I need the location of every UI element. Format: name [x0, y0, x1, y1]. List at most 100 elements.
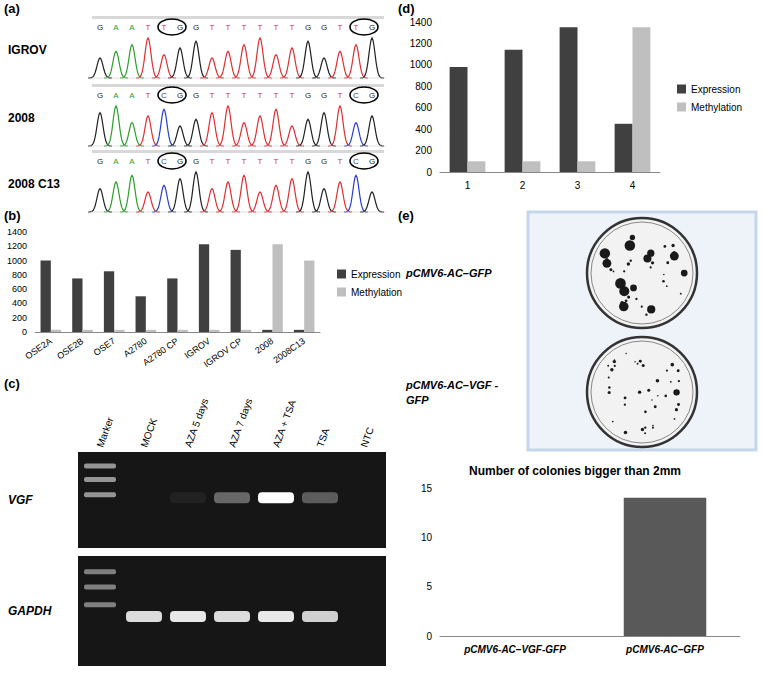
- svg-text:800: 800: [12, 270, 27, 280]
- svg-text:T: T: [242, 157, 247, 166]
- svg-text:0: 0: [426, 631, 432, 642]
- svg-text:AZA 5 days: AZA 5 days: [183, 397, 211, 449]
- svg-text:200: 200: [415, 145, 432, 156]
- svg-text:2: 2: [520, 180, 526, 191]
- svg-text:pCMV6-AC–VGF-GFP: pCMV6-AC–VGF-GFP: [463, 644, 566, 655]
- svg-text:IGROV: IGROV: [8, 43, 47, 57]
- svg-text:3: 3: [575, 180, 581, 191]
- svg-text:T: T: [338, 157, 343, 166]
- svg-text:A: A: [129, 91, 135, 100]
- svg-text:Expression: Expression: [351, 269, 400, 280]
- svg-text:T: T: [146, 91, 151, 100]
- svg-text:(e): (e): [398, 208, 414, 223]
- svg-text:VGF: VGF: [8, 493, 33, 507]
- svg-text:T: T: [162, 23, 167, 32]
- svg-text:A: A: [113, 157, 119, 166]
- svg-text:Number of colonies bigger than: Number of colonies bigger than 2mm: [469, 464, 681, 478]
- svg-text:C: C: [161, 157, 167, 166]
- svg-text:A2780 CP: A2780 CP: [141, 336, 180, 368]
- svg-text:C: C: [161, 91, 167, 100]
- svg-text:T: T: [226, 91, 231, 100]
- svg-text:pCMV6-AC–GFP: pCMV6-AC–GFP: [405, 267, 492, 279]
- svg-text:A: A: [129, 157, 135, 166]
- svg-text:G: G: [177, 157, 183, 166]
- svg-text:IGROV CP: IGROV CP: [202, 336, 244, 369]
- svg-text:G: G: [177, 23, 183, 32]
- svg-text:T: T: [210, 23, 215, 32]
- svg-text:400: 400: [415, 124, 432, 135]
- svg-text:1000: 1000: [7, 256, 27, 266]
- svg-text:5: 5: [426, 581, 432, 592]
- svg-text:G: G: [193, 157, 199, 166]
- svg-text:NTC: NTC: [359, 426, 376, 449]
- svg-text:2008 C13: 2008 C13: [8, 177, 60, 191]
- svg-text:A: A: [129, 23, 135, 32]
- svg-text:(c): (c): [4, 376, 20, 391]
- svg-text:OSE2B: OSE2B: [55, 336, 85, 361]
- svg-text:200: 200: [12, 313, 27, 323]
- svg-text:T: T: [226, 157, 231, 166]
- svg-text:T: T: [290, 23, 295, 32]
- svg-text:TSA: TSA: [315, 426, 332, 448]
- svg-text:G: G: [97, 91, 103, 100]
- svg-text:Expression: Expression: [691, 84, 740, 95]
- svg-text:G: G: [321, 23, 327, 32]
- svg-text:MOCK: MOCK: [139, 416, 160, 448]
- svg-text:G: G: [369, 91, 375, 100]
- svg-text:T: T: [242, 91, 247, 100]
- svg-text:G: G: [193, 91, 199, 100]
- svg-text:Marker: Marker: [95, 415, 116, 449]
- svg-text:OSE2A: OSE2A: [23, 336, 53, 361]
- svg-text:0: 0: [426, 167, 432, 178]
- svg-text:G: G: [321, 157, 327, 166]
- svg-text:1: 1: [465, 180, 471, 191]
- svg-text:T: T: [258, 157, 263, 166]
- svg-text:T: T: [210, 157, 215, 166]
- svg-text:400: 400: [12, 298, 27, 308]
- svg-text:1400: 1400: [7, 227, 27, 237]
- svg-text:(a): (a): [4, 1, 20, 16]
- svg-text:10: 10: [421, 532, 433, 543]
- svg-text:600: 600: [12, 284, 27, 294]
- svg-text:G: G: [305, 157, 311, 166]
- svg-text:2008C13: 2008C13: [271, 336, 307, 365]
- svg-text:A: A: [113, 91, 119, 100]
- svg-text:GFP: GFP: [406, 394, 429, 406]
- svg-text:2008: 2008: [253, 336, 275, 356]
- svg-text:800: 800: [415, 81, 432, 92]
- svg-text:A2780: A2780: [122, 336, 149, 359]
- svg-text:pCMV6-AC–GFP: pCMV6-AC–GFP: [625, 644, 704, 655]
- svg-text:1200: 1200: [7, 241, 27, 251]
- svg-text:15: 15: [421, 483, 433, 494]
- svg-text:1200: 1200: [410, 38, 433, 49]
- svg-text:1000: 1000: [410, 59, 433, 70]
- svg-text:T: T: [146, 157, 151, 166]
- svg-text:G: G: [305, 23, 311, 32]
- svg-text:OSE7: OSE7: [92, 336, 117, 358]
- svg-text:C: C: [353, 157, 359, 166]
- svg-text:T: T: [290, 91, 295, 100]
- svg-text:T: T: [242, 23, 247, 32]
- svg-text:T: T: [338, 91, 343, 100]
- svg-text:T: T: [258, 91, 263, 100]
- svg-text:C: C: [353, 91, 359, 100]
- svg-text:G: G: [321, 91, 327, 100]
- svg-text:T: T: [274, 157, 279, 166]
- svg-text:T: T: [290, 157, 295, 166]
- svg-text:T: T: [226, 23, 231, 32]
- svg-text:2008: 2008: [8, 111, 35, 125]
- svg-text:T: T: [274, 23, 279, 32]
- svg-text:Methylation: Methylation: [691, 102, 742, 113]
- svg-text:G: G: [193, 23, 199, 32]
- svg-text:G: G: [97, 157, 103, 166]
- svg-text:G: G: [369, 157, 375, 166]
- svg-text:pCMV6-AC–VGF -: pCMV6-AC–VGF -: [405, 379, 499, 391]
- svg-text:T: T: [354, 23, 359, 32]
- svg-text:T: T: [258, 23, 263, 32]
- svg-text:G: G: [369, 23, 375, 32]
- svg-text:0: 0: [22, 327, 27, 337]
- svg-text:AZA 7 days: AZA 7 days: [227, 397, 255, 449]
- svg-text:Methylation: Methylation: [351, 287, 402, 298]
- svg-text:A: A: [113, 23, 119, 32]
- svg-text:AZA + TSA: AZA + TSA: [271, 398, 298, 449]
